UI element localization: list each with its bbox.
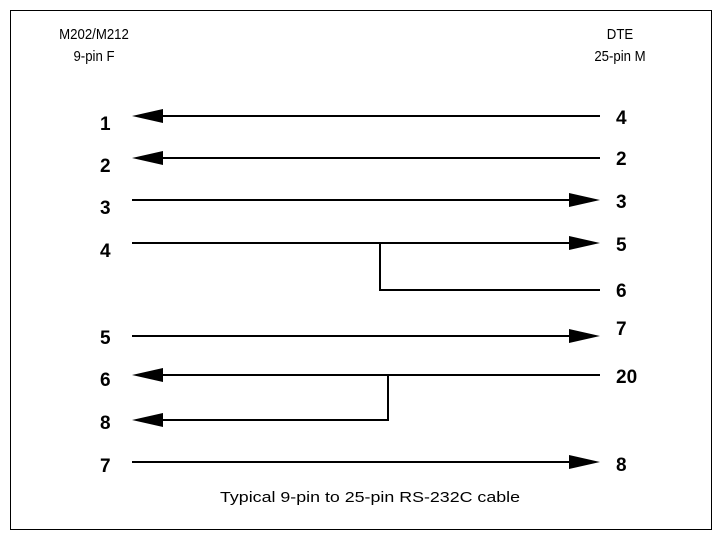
right-pin-label: 8 <box>616 455 627 476</box>
arrowhead-left-icon <box>132 109 163 123</box>
left-pin-label: 5 <box>100 328 111 349</box>
wire-20-8-branch <box>160 375 389 421</box>
left-pin-label: 8 <box>100 413 111 434</box>
left-pin-label: 3 <box>100 198 111 219</box>
left-pin-label: 2 <box>100 156 111 177</box>
right-pin-label: 3 <box>616 192 627 213</box>
right-pin-label: 4 <box>616 108 627 129</box>
right-pin-label: 2 <box>616 149 627 170</box>
left-connector-header: M202/M212 9-pin F <box>50 24 138 68</box>
left-pin-label: 1 <box>100 114 111 135</box>
left-pin-label: 7 <box>100 456 111 477</box>
right-connector-name: DTE <box>606 26 634 43</box>
left-pin-label: 4 <box>100 241 111 262</box>
right-connector-type: 25-pin M <box>594 48 646 65</box>
arrowhead-right-icon <box>569 193 600 207</box>
right-pin-label: 6 <box>616 281 627 302</box>
arrowhead-right-icon <box>569 455 600 469</box>
left-pin-label: 6 <box>100 370 111 391</box>
right-connector-header: DTE 25-pin M <box>576 24 664 68</box>
right-pin-label: 5 <box>616 235 627 256</box>
diagram-frame <box>10 10 712 530</box>
arrowhead-left-icon <box>132 151 163 165</box>
wire-4-6-branch <box>379 243 600 291</box>
left-connector-type: 9-pin F <box>73 48 115 65</box>
diagram-caption: Typical 9-pin to 25-pin RS-232C cable <box>220 489 520 506</box>
arrowhead-right-icon <box>569 236 600 250</box>
right-pin-label: 20 <box>616 367 637 388</box>
arrowhead-right-icon <box>569 329 600 343</box>
left-connector-name: M202/M212 <box>59 26 129 43</box>
right-pin-label: 7 <box>616 319 627 340</box>
arrowhead-left-icon <box>132 413 163 427</box>
arrowhead-left-icon <box>132 368 163 382</box>
